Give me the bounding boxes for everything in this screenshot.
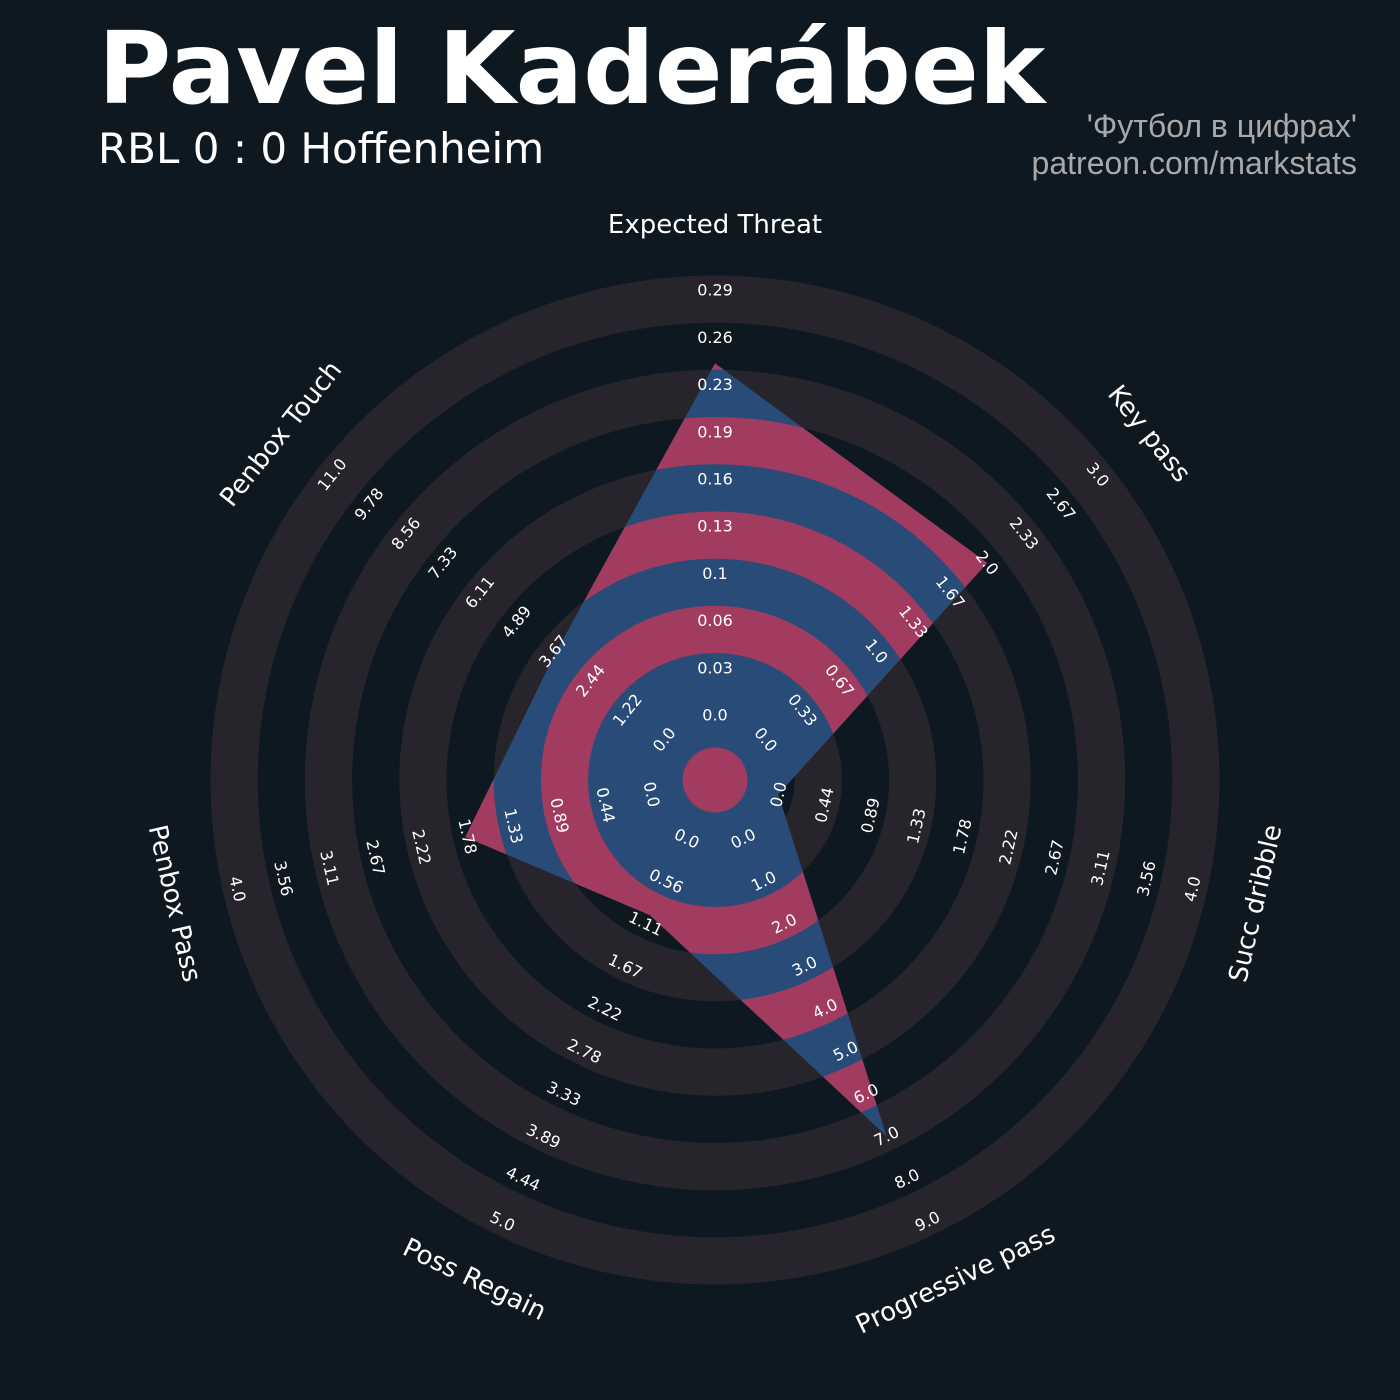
tick-label: 0.06 [697,611,733,630]
tick-label: 0.03 [697,658,733,677]
credit-line-1: 'Футбол в цифрах' [1086,108,1357,144]
tick-label: 1.78 [949,817,975,856]
param-label: Key pass [1101,380,1196,489]
tick-label: 0.1 [702,564,727,583]
radar-polygon-group [465,363,988,1137]
tick-label: 0.29 [697,281,733,300]
tick-label: 0.89 [857,796,883,835]
tick-label: 0.13 [697,517,733,536]
tick-label: 0.16 [697,470,733,489]
tick-label: 2.67 [1041,838,1067,877]
param-label: Penbox Pass [142,822,207,985]
param-label: Succ dribble [1223,822,1288,985]
tick-label: 0.26 [697,328,733,347]
tick-label: 0.0 [702,706,727,725]
tick-label: 0.19 [697,422,733,441]
tick-label: 2.67 [362,838,388,877]
tick-label: 3.56 [1133,859,1159,898]
tick-label: 3.56 [270,859,296,898]
radar-band [682,747,748,813]
tick-label: 0.23 [697,375,733,394]
match-subtitle: RBL 0 : 0 Hoffenheim [98,124,545,173]
player-name-title: Pavel Kaderábek [98,10,1046,127]
credit-line-2: patreon.com/markstats [1031,145,1357,181]
param-label: Expected Threat [608,210,822,240]
tick-label: 8.0 [891,1165,922,1193]
